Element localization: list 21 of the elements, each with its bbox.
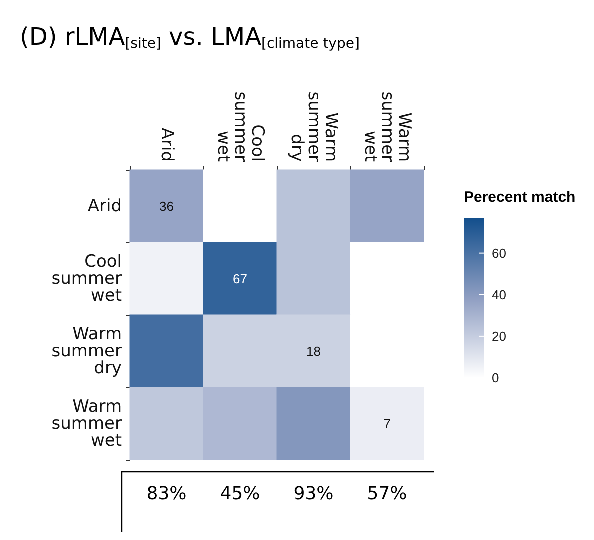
color-bar-label: 60 [492,246,506,261]
text: 83% [146,484,187,504]
text: 93% [294,484,334,504]
data-label: 67 [233,271,248,286]
x-tick-label: Arid [156,128,177,162]
color-bar-label: 20 [492,328,506,344]
text: 57% [367,484,408,504]
y-tick-label: Warm summer dry [52,324,122,378]
text: 45% [220,484,260,504]
data-label: 36 [160,198,174,214]
color-bar-label: 0 [492,370,500,386]
y-tick-label: Warm summer wet [52,396,122,451]
data-label: 18 [306,344,321,359]
x-tick-label: Warm summer wet [360,92,414,162]
color-bar-label: 40 [492,287,506,302]
data-label: 7 [384,416,391,432]
y-tick-label: Cool summer wet [52,252,122,306]
x-tick-label: Cool summer wet [213,92,268,162]
y-tick-label: Arid [88,196,122,216]
color-bar-title: Perecent match [464,189,576,206]
x-tick-label: Warm summer dry [286,92,341,162]
